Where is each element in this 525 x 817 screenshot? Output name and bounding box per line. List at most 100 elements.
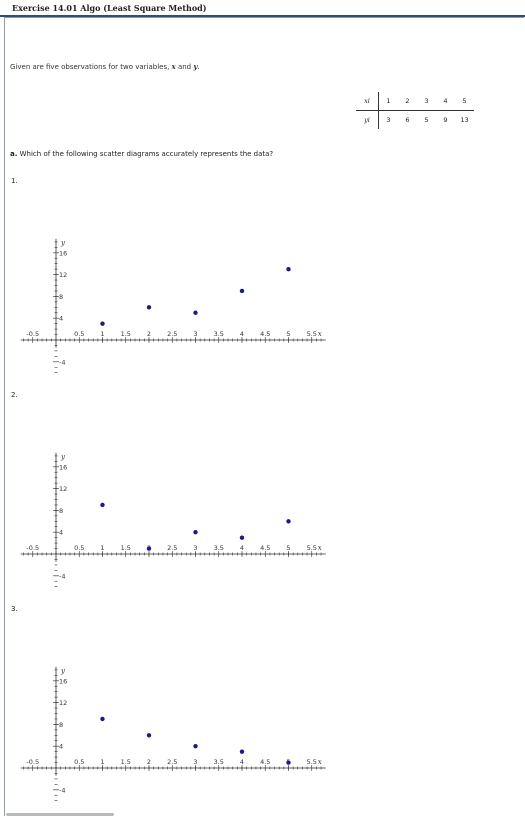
data-point bbox=[146, 733, 152, 738]
scatter-chart-1[interactable]: -0.5 0.5 1 1.5 2 2.5 3 3.5 4 4.5 5 5.5 16 12 8 4 -4 x y bbox=[0, 186, 360, 386]
x-tick-label: 5 bbox=[286, 544, 290, 552]
x-tick-label: 5 bbox=[286, 330, 290, 338]
y-tick-label: 8 bbox=[59, 721, 63, 729]
intro-text: Given are five observations for two vari… bbox=[10, 62, 200, 71]
x-tick-label: 0.5 bbox=[74, 758, 84, 766]
data-point bbox=[193, 744, 198, 749]
table-cell: 5 bbox=[424, 116, 429, 124]
x-tick-label: 3 bbox=[193, 758, 197, 766]
data-point bbox=[100, 716, 105, 722]
x-tick-label: 0.5 bbox=[74, 330, 84, 338]
x-axis-label: x bbox=[318, 758, 322, 766]
question-a: a. Which of the following scatter diagra… bbox=[10, 150, 273, 158]
data-point bbox=[286, 760, 291, 765]
x-tick-label: 2.5 bbox=[167, 544, 177, 552]
x-tick-label: 5.5 bbox=[307, 544, 317, 552]
x-tick-label: 1.5 bbox=[121, 544, 131, 552]
x-tick-label: 4 bbox=[240, 544, 244, 552]
x-tick-label: 1 bbox=[100, 544, 104, 552]
intro-var-y: y bbox=[193, 62, 198, 71]
data-point bbox=[146, 305, 152, 310]
option-3-number[interactable]: 3. bbox=[11, 605, 18, 613]
x-tick-label: -0.5 bbox=[26, 330, 39, 338]
y-tick-label: 12 bbox=[59, 485, 67, 493]
data-point bbox=[239, 749, 245, 754]
horizontal-scrollbar[interactable] bbox=[6, 813, 114, 816]
y-tick-label: 12 bbox=[59, 699, 67, 707]
table-cell: 4 bbox=[436, 92, 455, 111]
option-2-number[interactable]: 2. bbox=[11, 391, 18, 399]
x-tick-label: 4 bbox=[240, 330, 244, 338]
header-bar: Exercise 14.01 Algo (Least Square Method… bbox=[0, 0, 525, 17]
content-frame bbox=[4, 17, 524, 816]
x-axis-label: x bbox=[318, 544, 322, 552]
x-tick-label: 0.5 bbox=[74, 544, 84, 552]
data-point bbox=[286, 266, 291, 272]
y-tick-label: -4 bbox=[59, 572, 65, 580]
y-tick-label: 4 bbox=[59, 315, 63, 323]
exercise-title: Exercise 14.01 Algo (Least Square Method… bbox=[12, 3, 207, 13]
x-axis-label: x bbox=[318, 330, 322, 338]
table-cell: 2 bbox=[398, 92, 417, 111]
x-tick-label: 2.5 bbox=[167, 330, 177, 338]
table-cell: 3 bbox=[386, 116, 391, 124]
question-label: a. bbox=[10, 150, 18, 158]
x-tick-label: 1.5 bbox=[121, 330, 131, 338]
y-tick-label: 8 bbox=[59, 507, 63, 515]
x-tick-label: 4 bbox=[240, 758, 244, 766]
y-tick-label: -4 bbox=[59, 358, 65, 366]
x-tick-label: 2 bbox=[147, 758, 151, 766]
x-tick-label: 1.5 bbox=[121, 758, 131, 766]
table-header-x: xi bbox=[356, 92, 379, 111]
x-tick-label: 3.5 bbox=[214, 758, 224, 766]
table-cell: 1 bbox=[378, 92, 398, 111]
y-tick-label: 4 bbox=[59, 529, 63, 537]
data-point bbox=[146, 546, 152, 551]
observations-table: xi 1 2 3 4 5 yi 3 6 5 9 13 bbox=[356, 92, 474, 129]
x-tick-label: 4.5 bbox=[260, 544, 270, 552]
table-row-x: xi 1 2 3 4 5 bbox=[356, 92, 474, 111]
data-point bbox=[193, 530, 198, 535]
data-point bbox=[286, 519, 291, 524]
intro-text-before: Given are five observations for two vari… bbox=[10, 63, 172, 71]
x-tick-label: 2.5 bbox=[167, 758, 177, 766]
table-header-y: yi bbox=[356, 110, 379, 129]
data-point bbox=[100, 321, 105, 326]
y-tick-label: 8 bbox=[59, 293, 63, 301]
table-cell: 9 bbox=[443, 116, 448, 124]
y-tick-label: -4 bbox=[59, 786, 65, 794]
table-cell: 13 bbox=[460, 116, 469, 124]
x-tick-label: 3 bbox=[193, 544, 197, 552]
x-tick-label: 4.5 bbox=[260, 758, 270, 766]
intro-var-x: x bbox=[171, 62, 176, 71]
intro-text-mid: and bbox=[175, 63, 194, 71]
data-point bbox=[100, 502, 105, 508]
y-tick-label: 12 bbox=[59, 271, 67, 279]
x-tick-label: 5.5 bbox=[307, 758, 317, 766]
table-cell: 5 bbox=[455, 92, 474, 111]
question-text: Which of the following scatter diagrams … bbox=[19, 150, 274, 158]
option-1-number[interactable]: 1. bbox=[11, 177, 18, 185]
y-axis-label: y bbox=[60, 667, 66, 675]
y-axis-label: y bbox=[60, 453, 66, 461]
x-tick-label: 2 bbox=[147, 330, 151, 338]
data-point bbox=[239, 535, 245, 540]
x-tick-label: 3.5 bbox=[214, 330, 224, 338]
y-tick-label: 16 bbox=[59, 677, 67, 685]
y-tick-label: 16 bbox=[59, 249, 67, 257]
x-tick-label: 1 bbox=[100, 758, 104, 766]
x-tick-label: 5.5 bbox=[307, 330, 317, 338]
y-tick-label: 16 bbox=[59, 463, 67, 471]
table-row-y: yi 3 6 5 9 13 bbox=[356, 110, 474, 129]
data-point bbox=[193, 310, 198, 315]
x-tick-label: 3.5 bbox=[214, 544, 224, 552]
x-tick-label: 4.5 bbox=[260, 330, 270, 338]
intro-text-after: . bbox=[197, 63, 200, 71]
data-point bbox=[239, 288, 245, 294]
y-axis-label: y bbox=[60, 239, 66, 247]
y-tick-label: 4 bbox=[59, 743, 63, 751]
x-tick-label: -0.5 bbox=[26, 544, 39, 552]
x-tick-label: -0.5 bbox=[26, 758, 39, 766]
